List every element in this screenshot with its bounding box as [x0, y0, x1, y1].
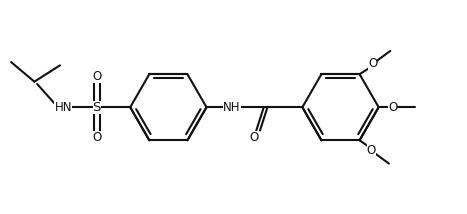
Text: S: S — [92, 101, 101, 114]
Text: O: O — [367, 144, 376, 157]
Text: O: O — [388, 101, 397, 114]
Text: O: O — [92, 70, 101, 83]
Text: O: O — [92, 131, 101, 144]
Text: O: O — [249, 131, 258, 144]
Text: HN: HN — [55, 101, 72, 114]
Text: O: O — [368, 58, 377, 70]
Text: NH: NH — [223, 101, 241, 114]
